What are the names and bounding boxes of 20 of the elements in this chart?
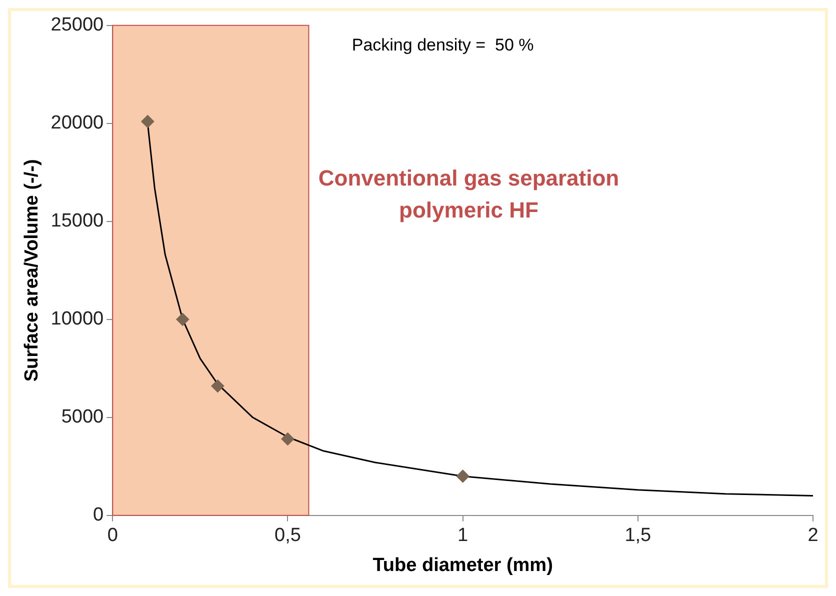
x-tick-label: 2 <box>808 525 818 546</box>
y-tick-label: 10000 <box>50 308 104 330</box>
x-tick-label: 0,5 <box>274 525 301 546</box>
band-label: Conventional gas separation polymeric HF <box>318 165 620 222</box>
y-tick-label: 0 <box>93 504 104 526</box>
point <box>281 432 294 446</box>
y-tick-label: 25000 <box>50 14 104 36</box>
annotation: Packing density = 50 % <box>352 35 534 54</box>
y-tick-label: 15000 <box>50 210 104 232</box>
point <box>211 380 224 393</box>
point <box>176 312 190 326</box>
x-tick-label: 0 <box>107 525 118 546</box>
point <box>456 470 470 483</box>
x-tick-label: 1,5 <box>624 525 652 546</box>
x-axis-title: Tube diameter (mm) <box>372 554 553 576</box>
y-tick-label: 5000 <box>61 406 104 428</box>
y-axis-title: Surface area/Volume (-/-) <box>22 159 43 382</box>
point <box>141 114 154 128</box>
y-tick-label: 20000 <box>50 112 104 134</box>
x-tick-label: 1 <box>458 525 468 546</box>
